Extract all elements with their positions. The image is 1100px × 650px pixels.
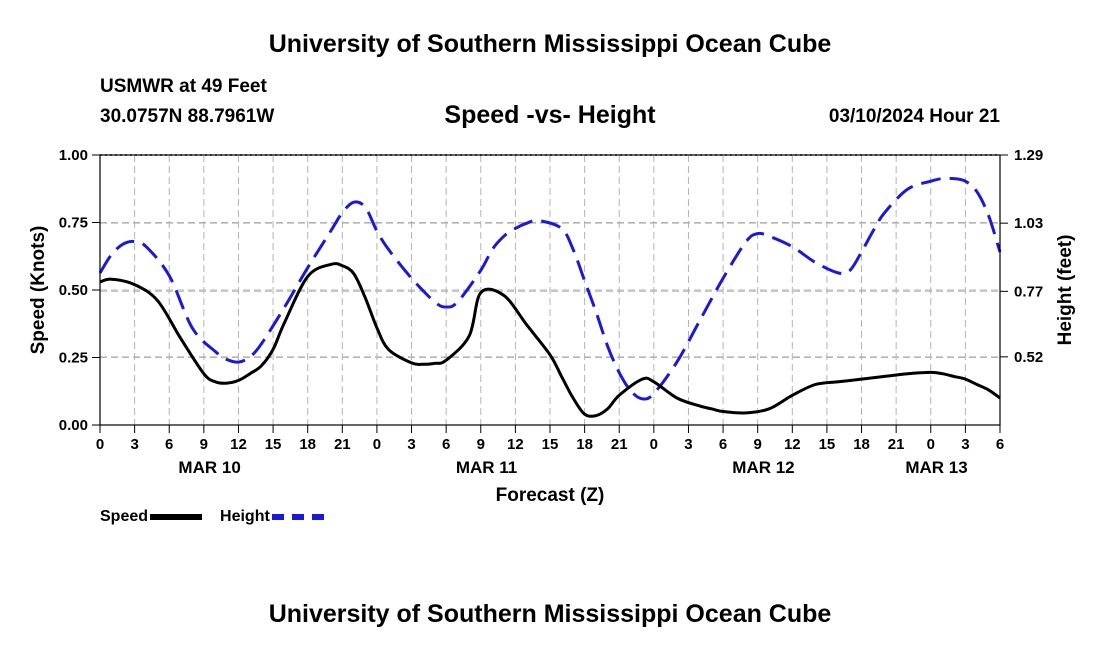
chart-subtitle: Speed -vs- Height xyxy=(444,101,656,129)
x-tick-label: 6 xyxy=(442,436,450,453)
x-tick-label: 9 xyxy=(477,436,485,453)
x-tick-label: 15 xyxy=(542,436,559,453)
x-tick-label: 6 xyxy=(719,436,727,453)
x-tick-label: 15 xyxy=(265,436,282,453)
date-label: MAR 11 xyxy=(456,458,517,477)
x-axis-label: Forecast (Z) xyxy=(496,485,605,506)
x-tick-label: 12 xyxy=(230,436,247,453)
coordinates-label: 30.0757N 88.7961W xyxy=(100,106,275,127)
x-tick-label: 15 xyxy=(819,436,836,453)
legend-height-swatch xyxy=(271,514,324,520)
x-tick-label: 0 xyxy=(927,436,935,453)
x-tick-label: 3 xyxy=(961,436,969,453)
legend: Speed Height xyxy=(100,508,342,526)
x-tick-label: 3 xyxy=(407,436,415,453)
legend-speed-label: Speed xyxy=(100,508,149,525)
x-tick-label: 3 xyxy=(130,436,138,453)
x-tick-label: 9 xyxy=(200,436,208,453)
x-tick-label: 0 xyxy=(96,436,104,453)
x-tick-label: 21 xyxy=(611,436,628,453)
y2-axis-label: Height (feet) xyxy=(1055,235,1076,346)
y-tick-label: 0.75 xyxy=(59,215,88,232)
y-tick-label: 0.50 xyxy=(59,282,88,299)
x-tick-label: 12 xyxy=(784,436,801,453)
y-axis-label: Speed (Knots) xyxy=(28,226,49,355)
x-tick-label: 18 xyxy=(576,436,593,453)
speed-series-line xyxy=(99,262,1001,418)
x-tick-label: 21 xyxy=(888,436,905,453)
x-tick-label: 6 xyxy=(165,436,173,453)
date-label: MAR 13 xyxy=(905,458,967,477)
forecast-timestamp: 03/10/2024 Hour 21 xyxy=(828,106,1000,127)
y2-tick-label: 0.77 xyxy=(1014,283,1043,300)
x-tick-label: 6 xyxy=(996,436,1004,453)
y-tick-label: 0.25 xyxy=(59,350,88,367)
x-tick-label: 21 xyxy=(334,436,351,453)
date-label: MAR 10 xyxy=(178,458,240,477)
y-tick-label: 1.00 xyxy=(59,147,88,164)
x-tick-label: 12 xyxy=(507,436,524,453)
x-tick-label: 18 xyxy=(299,436,316,453)
date-label: MAR 12 xyxy=(732,458,794,477)
chart-title: University of Southern Mississippi Ocean… xyxy=(268,30,832,58)
x-tick-label: 3 xyxy=(684,436,692,453)
y2-tick-label: 1.29 xyxy=(1014,147,1043,164)
x-tick-label: 0 xyxy=(650,436,658,453)
series-layer xyxy=(98,176,1002,418)
grid-layer xyxy=(100,155,1000,425)
height-series-line xyxy=(98,176,1002,401)
y2-tick-label: 1.03 xyxy=(1014,215,1043,232)
axis-layer: 0 3 6 9 12 15 18 21 0 3 6 9 12 15 18 21 0 3 6 9 12 15 18 21 0 3 6 0… xyxy=(59,147,1043,477)
x-tick-label: 18 xyxy=(853,436,870,453)
station-label: USMWR at 49 Feet xyxy=(100,76,267,97)
footer-title: University of Southern Mississippi Ocean… xyxy=(268,600,832,628)
x-tick-label: 9 xyxy=(754,436,762,453)
y-tick-label: 0.00 xyxy=(59,417,88,434)
legend-height-label: Height xyxy=(220,508,270,525)
legend-speed-swatch xyxy=(150,514,203,520)
y2-tick-label: 0.52 xyxy=(1014,349,1043,366)
x-tick-label: 0 xyxy=(373,436,381,453)
